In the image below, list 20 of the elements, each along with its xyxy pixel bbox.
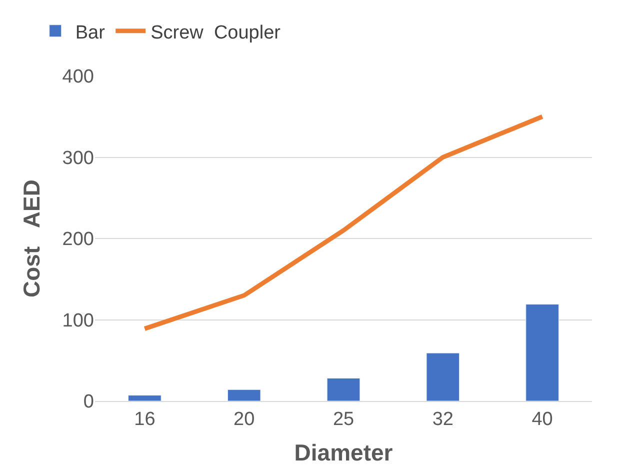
bar [326,378,360,401]
y-tick-label: 300 [62,148,94,169]
legend-label: Screw Coupler [150,22,282,44]
bar [426,352,460,401]
x-tick-label: 16 [134,408,156,430]
y-axis-title: Cost AED [18,180,45,298]
y-tick-label: 0 [83,392,94,413]
legend-label: Bar [75,22,106,44]
line-series [142,114,545,331]
bar [526,304,559,401]
x-tick-label: 20 [234,408,255,430]
x-tick-label: 40 [532,408,553,430]
bar [227,389,261,401]
x-axis-title: Diameter [294,439,393,466]
bar [128,395,162,401]
x-tick-label: 25 [332,408,354,430]
x-tick-label: 32 [432,408,454,430]
y-tick-label: 400 [62,66,94,88]
y-tick-label: 100 [62,310,94,332]
y-tick-label: 200 [62,229,94,250]
